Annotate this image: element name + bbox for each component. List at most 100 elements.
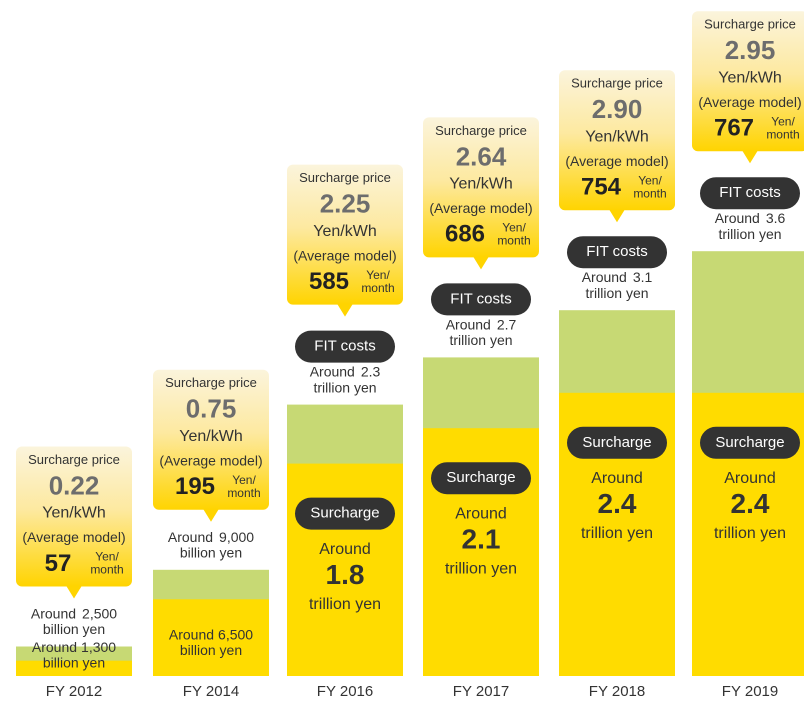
price-unit: Yen/kWh	[718, 69, 781, 86]
callout-title: Surcharge price	[299, 170, 391, 185]
callout-tail	[337, 303, 353, 317]
pill-label: Surcharge	[446, 469, 515, 486]
surcharge-prefix: Around	[319, 541, 371, 558]
pill-label: FIT costs	[719, 184, 780, 201]
monthly-title: (Average model)	[565, 153, 668, 169]
surcharge-bar	[16, 660, 132, 676]
price-unit: Yen/kWh	[585, 128, 648, 145]
x-tick-label: FY 2012	[46, 683, 102, 700]
monthly-unit: month	[497, 234, 530, 248]
price-unit: Yen/kWh	[42, 505, 105, 522]
surcharge-unit: trillion yen	[714, 525, 786, 542]
value-label: 3.1	[633, 269, 653, 285]
price-unit: Yen/kWh	[449, 176, 512, 193]
surcharge-label: Around 6,500	[169, 626, 253, 642]
fit-cost-label: Around 2.7	[446, 316, 517, 332]
monthly-title: (Average model)	[698, 94, 801, 110]
label-prefix: Around	[310, 363, 355, 379]
label-prefix: Around	[715, 210, 760, 226]
callout-box	[287, 164, 403, 305]
x-tick-label: FY 2016	[317, 683, 373, 700]
surcharge-value: 2.4	[731, 488, 770, 519]
x-tick-label: FY 2019	[722, 683, 778, 700]
value-label: 1,300	[81, 639, 116, 655]
surcharge-unit: trillion yen	[309, 596, 381, 613]
monthly-unit: Yen/	[95, 550, 119, 564]
monthly-value: 57	[45, 550, 72, 577]
fit-cost-unit: trillion yen	[449, 332, 512, 348]
price-unit: Yen/kWh	[179, 428, 242, 445]
surcharge-label: Around 1,300	[32, 639, 116, 655]
surcharge-prefix: Around	[455, 505, 507, 522]
fit-cost-label: Around 3.6	[715, 210, 786, 226]
surcharge-unit: billion yen	[43, 655, 105, 671]
fit-cost-label: Around 9,000	[168, 529, 254, 545]
fit-cost-unit: billion yen	[43, 621, 105, 637]
x-tick-label: FY 2014	[183, 683, 239, 700]
pill-label: Surcharge	[582, 434, 651, 451]
surcharge-price: 2.90	[592, 94, 643, 124]
callout-title: Surcharge price	[165, 375, 257, 390]
x-tick-label: FY 2017	[453, 683, 509, 700]
surcharge-price: 2.25	[320, 188, 371, 218]
callout-tail	[742, 150, 758, 164]
callout-tail	[473, 256, 489, 270]
surcharge-value: 1.8	[326, 559, 365, 590]
label-prefix: Around	[582, 269, 627, 285]
monthly-title: (Average model)	[22, 529, 125, 545]
label-prefix: Around	[169, 626, 214, 642]
value-label: 6,500	[218, 626, 253, 642]
monthly-unit: month	[633, 186, 666, 200]
callout-title: Surcharge price	[28, 452, 120, 467]
monthly-unit: Yen/	[771, 114, 795, 128]
pill	[431, 462, 531, 495]
pill-label: Surcharge	[310, 505, 379, 522]
callout-box	[153, 369, 269, 510]
value-label: 2.3	[361, 363, 381, 379]
fit-cost-label: Around 3.1	[582, 269, 653, 285]
pill-label: FIT costs	[314, 338, 375, 355]
callout-box	[559, 70, 675, 211]
callout-title: Surcharge price	[435, 123, 527, 138]
fit-cost-label: Around 2,500	[31, 605, 117, 621]
callout-title: Surcharge price	[704, 17, 796, 32]
callout-box	[423, 117, 539, 258]
pill	[567, 426, 667, 459]
monthly-title: (Average model)	[429, 200, 532, 216]
surcharge-unit: trillion yen	[445, 560, 517, 577]
monthly-value: 585	[309, 268, 349, 295]
label-prefix: Around	[32, 639, 77, 655]
surcharge-price: 0.75	[186, 394, 237, 424]
monthly-unit: Yen/	[232, 473, 256, 487]
callout-tail	[66, 585, 82, 599]
callout-tail	[203, 508, 219, 522]
monthly-unit: month	[361, 281, 394, 295]
monthly-unit: month	[227, 486, 260, 500]
monthly-unit: Yen/	[638, 173, 662, 187]
monthly-unit: Yen/	[502, 221, 526, 235]
surcharge-bar	[153, 599, 269, 676]
callout-tail	[609, 209, 625, 223]
surcharge-prefix: Around	[591, 470, 643, 487]
surcharge-value: 2.4	[598, 488, 637, 519]
callout-title: Surcharge price	[571, 76, 663, 91]
pill	[431, 283, 531, 316]
price-unit: Yen/kWh	[313, 223, 376, 240]
monthly-value: 767	[714, 115, 754, 142]
pill	[295, 330, 395, 363]
monthly-value: 195	[175, 473, 215, 500]
value-label: 9,000	[219, 529, 254, 545]
fit-cost-unit: trillion yen	[313, 379, 376, 395]
surcharge-price: 2.95	[725, 35, 776, 65]
monthly-unit: Yen/	[366, 268, 390, 282]
pill	[700, 177, 800, 210]
pill-label: Surcharge	[715, 434, 784, 451]
fit-cost-label: Around 2.3	[310, 363, 381, 379]
surcharge-price: 0.22	[49, 470, 100, 500]
x-tick-label: FY 2018	[589, 683, 645, 700]
fit-cost-unit: billion yen	[180, 545, 242, 561]
fit-cost-unit: trillion yen	[718, 226, 781, 242]
monthly-value: 754	[581, 174, 622, 201]
monthly-title: (Average model)	[159, 453, 262, 469]
